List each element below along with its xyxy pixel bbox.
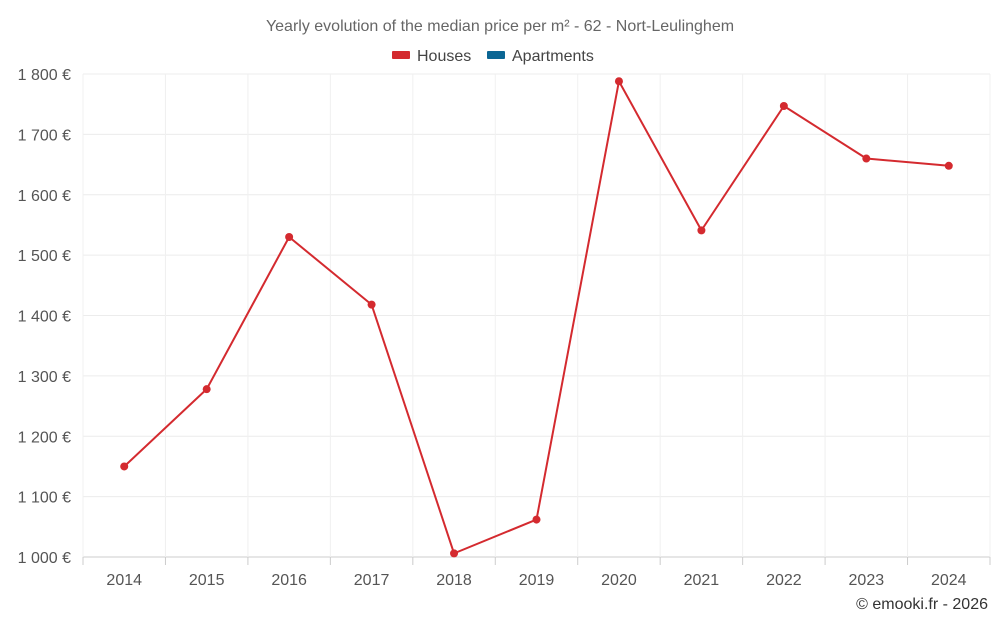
x-tick-label: 2014 (106, 572, 142, 589)
legend-item-houses[interactable]: Houses (392, 48, 471, 65)
x-tick-label: 2019 (519, 572, 555, 589)
y-tick-label: 1 700 € (18, 127, 71, 144)
y-tick-label: 1 800 € (18, 67, 71, 84)
y-tick-label: 1 500 € (18, 248, 71, 265)
x-tick-label: 2015 (189, 572, 225, 589)
y-tick-label: 1 200 € (18, 429, 71, 446)
data-point[interactable] (697, 226, 706, 235)
data-point[interactable] (779, 101, 788, 110)
legend: Houses Apartments (392, 48, 594, 65)
x-tick-label: 2022 (766, 572, 802, 589)
data-point[interactable] (614, 77, 623, 86)
data-point[interactable] (202, 385, 211, 394)
credit-text: © emooki.fr - 2026 (856, 596, 988, 613)
legend-label-houses: Houses (417, 48, 471, 65)
data-point[interactable] (862, 154, 871, 163)
x-tick-label: 2017 (354, 572, 390, 589)
y-tick-label: 1 100 € (18, 490, 71, 507)
data-point[interactable] (285, 233, 294, 242)
y-tick-label: 1 400 € (18, 309, 71, 326)
legend-item-apartments[interactable]: Apartments (487, 48, 594, 65)
x-tick-label: 2016 (271, 572, 307, 589)
legend-label-apartments: Apartments (512, 48, 594, 65)
x-tick-label: 2024 (931, 572, 967, 589)
data-point[interactable] (532, 515, 541, 524)
x-tick-label: 2018 (436, 572, 472, 589)
y-tick-label: 1 600 € (18, 188, 71, 205)
y-axis: 1 000 € 1 100 € 1 200 € 1 300 € 1 400 € 1 500… (18, 67, 71, 567)
x-tick-label: 2020 (601, 572, 637, 589)
y-tick-label: 1 300 € (18, 369, 71, 386)
x-tick-label: 2023 (849, 572, 885, 589)
series-houses (120, 77, 953, 558)
data-point[interactable] (367, 300, 376, 309)
x-axis: 2014 2015 2016 2017 2018 2019 2020 2021 2022 2023… (82, 557, 991, 589)
legend-swatch-houses (392, 51, 410, 59)
data-point[interactable] (120, 462, 129, 471)
y-tick-label: 1 000 € (18, 550, 71, 567)
legend-swatch-apartments (487, 51, 505, 59)
data-point[interactable] (944, 161, 953, 170)
chart-title: Yearly evolution of the median price per… (266, 18, 734, 35)
data-point[interactable] (450, 549, 459, 558)
gridlines (82, 73, 991, 558)
x-tick-label: 2021 (684, 572, 720, 589)
